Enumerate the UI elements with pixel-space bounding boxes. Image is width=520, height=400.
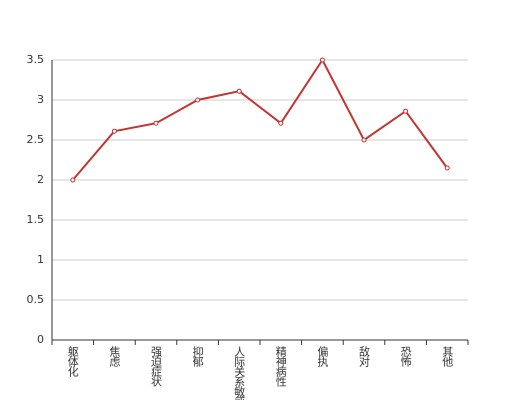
x-tick-label: 躯体化 bbox=[66, 346, 79, 378]
y-tick-label: 2 bbox=[37, 173, 44, 186]
x-tick-label: 精神病性 bbox=[274, 346, 287, 388]
x-tick-label: 抑郁 bbox=[191, 345, 204, 367]
point bbox=[444, 165, 450, 171]
point bbox=[153, 120, 159, 126]
y-tick-label: 2.5 bbox=[27, 133, 45, 146]
point bbox=[361, 137, 367, 143]
x-tick-label: 人际关系敏感 bbox=[233, 346, 246, 400]
point bbox=[403, 108, 409, 114]
x-tick-label: 恐怖 bbox=[399, 346, 412, 367]
x-tick-label: 强迫症状 bbox=[150, 346, 163, 387]
y-tick-label: 1 bbox=[37, 253, 44, 266]
point bbox=[278, 120, 284, 126]
line bbox=[72, 58, 449, 181]
point bbox=[236, 88, 242, 94]
y-tick-label: 0.5 bbox=[27, 293, 45, 306]
y-tick-label: 1.5 bbox=[27, 213, 45, 226]
y-tick-label: 3.5 bbox=[27, 53, 45, 66]
point bbox=[111, 128, 117, 134]
x-tick-label: 其他 bbox=[441, 346, 454, 367]
point bbox=[70, 177, 76, 183]
x-tick-label: 敌对 bbox=[358, 345, 371, 367]
y-tick-label: 3 bbox=[37, 93, 44, 106]
x-tick-label: 焦虑 bbox=[108, 346, 121, 367]
point bbox=[319, 57, 325, 63]
y-tick-label: 0 bbox=[37, 333, 44, 346]
point bbox=[195, 97, 201, 103]
x-tick-label: 偏执 bbox=[316, 345, 329, 368]
